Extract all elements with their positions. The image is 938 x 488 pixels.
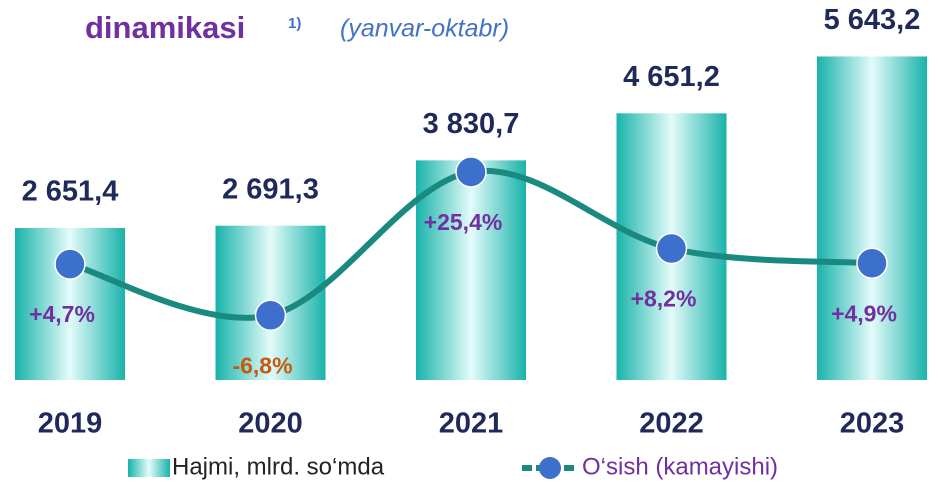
legend-swatch (128, 459, 170, 477)
growth-marker (655, 232, 688, 265)
x-tick-label: 2020 (238, 408, 303, 440)
bar-value-label: 3 830,7 (423, 108, 520, 140)
chart-title: dinamikasi (85, 10, 245, 45)
growth-label: +8,2% (631, 286, 697, 312)
subtitle: (yanvar-oktabr) (340, 15, 509, 43)
bar (416, 160, 526, 380)
growth-marker (455, 156, 487, 188)
bar-value-label: 2 691,3 (222, 173, 319, 205)
legend-label: Hajmi, mlrd. so‘mda (172, 453, 385, 480)
growth-label: +4,9% (831, 300, 897, 326)
bar-value-label: 4 651,2 (623, 61, 720, 93)
growth-marker (54, 248, 86, 280)
bar-value-label: 5 643,2 (824, 4, 921, 36)
bar (817, 56, 927, 380)
bar-value-label: 2 651,4 (22, 176, 119, 208)
title-note: 1) (288, 15, 301, 32)
legend-label: O‘sish (kamayishi) (582, 453, 778, 480)
x-tick-label: 2021 (439, 408, 504, 440)
growth-label: -6,8% (232, 352, 292, 378)
x-tick-label: 2022 (639, 408, 704, 440)
growth-label: +4,7% (29, 301, 95, 327)
x-tick-label: 2019 (38, 408, 103, 440)
growth-marker (856, 247, 888, 279)
x-tick-label: 2023 (840, 408, 905, 440)
growth-marker (254, 299, 287, 332)
growth-label: +25,4% (424, 209, 503, 235)
legend-marker (539, 457, 561, 479)
